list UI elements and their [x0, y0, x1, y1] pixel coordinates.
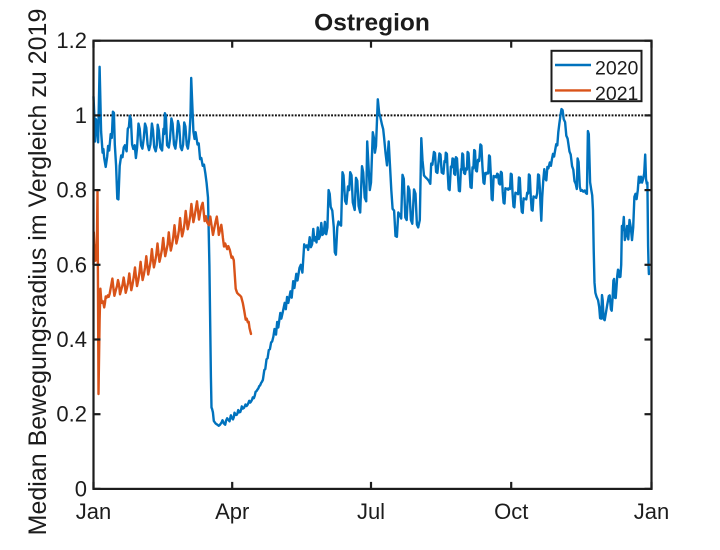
svg-text:Jan: Jan: [634, 499, 669, 524]
svg-text:0.2: 0.2: [56, 402, 87, 427]
svg-text:Median Bewegungsradius im Verg: Median Bewegungsradius im Vergleich zu 2…: [24, 9, 52, 536]
svg-text:0.8: 0.8: [56, 178, 87, 203]
svg-text:2021: 2021: [595, 83, 638, 105]
svg-text:Apr: Apr: [215, 499, 249, 524]
svg-text:1.2: 1.2: [56, 28, 87, 53]
svg-text:Oct: Oct: [494, 499, 528, 524]
svg-text:0: 0: [75, 476, 87, 501]
svg-text:1: 1: [75, 103, 87, 128]
svg-text:0.4: 0.4: [56, 327, 87, 352]
svg-text:0.6: 0.6: [56, 252, 87, 277]
svg-text:Ostregion: Ostregion: [314, 10, 430, 37]
svg-text:Jul: Jul: [357, 499, 385, 524]
svg-text:2020: 2020: [595, 57, 639, 79]
svg-text:Jan: Jan: [76, 499, 111, 524]
